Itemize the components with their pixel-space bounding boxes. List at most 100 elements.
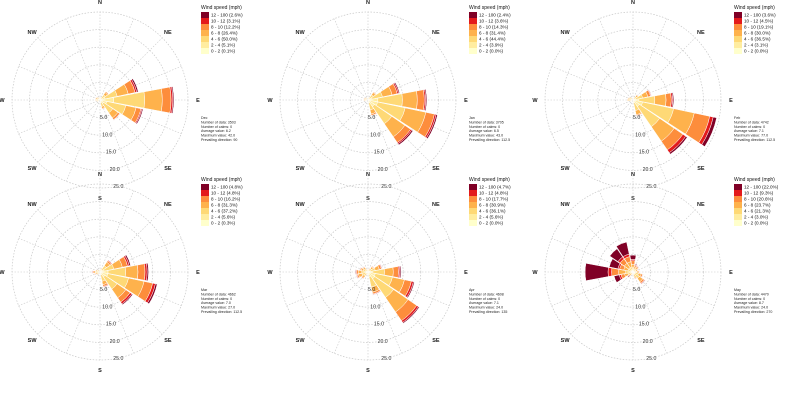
- radial-tick-label: 20.0: [643, 339, 653, 345]
- petal-segment: [371, 265, 375, 269]
- legend-swatch: [734, 42, 742, 48]
- legend-swatch: [201, 190, 209, 196]
- petal-segment: [372, 91, 377, 96]
- legend-swatch: [734, 202, 742, 208]
- spoke-line: [367, 18, 402, 101]
- petal-segment: [608, 258, 621, 270]
- radial-tick-label: 10.0: [102, 304, 112, 310]
- compass-label-nw: NW: [561, 202, 571, 208]
- stat-line: Jan: [469, 116, 475, 120]
- petal-segment: [104, 91, 109, 96]
- petal-segment: [360, 276, 364, 280]
- petal-segment: [424, 88, 428, 112]
- stat-line: Average value: 6.2: [201, 129, 231, 133]
- compass-label-sw: SW: [561, 166, 571, 172]
- spoke-line: [286, 271, 369, 306]
- legend-entry: 10 - 12 (4.8%): [211, 191, 241, 196]
- stat-line: Prevailing direction: 112.5: [469, 138, 510, 142]
- spoke-line: [286, 238, 369, 273]
- compass-label-sw: SW: [296, 166, 306, 172]
- legend-entry: 10 - 12 (4.5%): [744, 19, 774, 24]
- radial-tick-label: 25.0: [646, 184, 656, 190]
- compass-label-sw: SW: [28, 166, 38, 172]
- petal-segment: [96, 96, 99, 99]
- legend-entry: 2 - 4 (5.1%): [211, 43, 235, 48]
- compass-label-nw: NW: [561, 30, 571, 36]
- stat-line: Maximum value: 24.0: [469, 306, 503, 310]
- legend-swatch: [201, 196, 209, 202]
- legend-entry: 8 - 10 (20.6%): [744, 197, 774, 202]
- spoke-line: [305, 271, 369, 335]
- compass-label-w: W: [532, 270, 538, 276]
- stat-line: Number of data: 4662: [201, 292, 236, 296]
- legend-entry: 2 - 4 (3.9%): [479, 43, 503, 48]
- spoke-line: [551, 66, 634, 101]
- wind-rose-panel-may: N NE E SE S SW W NW 5.0 10.0 15.0 20.0 25.0 Wind spee…: [532, 172, 778, 374]
- petal-segment: [416, 89, 425, 111]
- spoke-line: [99, 209, 163, 273]
- compass-label-nw: NW: [296, 202, 306, 208]
- petal-segment: [365, 100, 367, 102]
- stat-line: Prevailing direction: 135: [469, 310, 507, 314]
- legend-entry: 4 - 6 (50.0%): [211, 37, 238, 42]
- petal-segment: [609, 248, 623, 262]
- petal-segment: [426, 114, 438, 140]
- radial-ring: [46, 218, 154, 326]
- petal-segment: [613, 274, 622, 283]
- petal-segment: [147, 283, 158, 305]
- spoke-line: [599, 190, 634, 273]
- petal-segment: [359, 266, 362, 271]
- petal-segment: [97, 269, 100, 272]
- legend-title: Wind speed (mph): [201, 177, 242, 183]
- petal-segment: [121, 293, 134, 306]
- legend-entry: 6 - 8 (26.4%): [211, 31, 238, 36]
- compass-label-se: SE: [432, 166, 440, 172]
- radial-tick-label: 5.0: [100, 287, 107, 293]
- spoke-line: [66, 271, 101, 354]
- radial-tick-label: 5.0: [368, 287, 375, 293]
- spoke-line: [551, 99, 634, 134]
- stat-line: Apr: [469, 288, 475, 292]
- spoke-line: [367, 99, 431, 163]
- petal-segment: [362, 266, 365, 269]
- spoke-line: [551, 271, 634, 306]
- spoke-line: [18, 99, 101, 134]
- legend-swatch: [201, 48, 209, 54]
- radial-tick-label: 25.0: [113, 356, 123, 362]
- compass-label-s: S: [98, 368, 102, 374]
- legend-swatch: [201, 184, 209, 190]
- spoke-line: [334, 271, 369, 354]
- legend-entry: 2 - 4 (3.0%): [744, 215, 768, 220]
- spoke-line: [18, 238, 101, 273]
- legend-swatch: [469, 36, 477, 42]
- spoke-line: [334, 99, 369, 182]
- spoke-line: [632, 66, 715, 101]
- legend-entry: 6 - 8 (23.7%): [744, 203, 771, 208]
- petal-segment: [100, 267, 103, 270]
- legend-entry: 0 - 2 (0.0%): [744, 49, 768, 54]
- radial-tick-label: 15.0: [639, 150, 649, 156]
- legend-swatch: [469, 208, 477, 214]
- stat-line: Maximum value: 27.0: [201, 306, 235, 310]
- radial-tick-label: 10.0: [635, 304, 645, 310]
- spoke-line: [570, 99, 634, 163]
- spoke-line: [286, 99, 369, 134]
- stat-line: Dec: [201, 116, 208, 120]
- petal-segment: [392, 266, 399, 278]
- petal-segment: [648, 89, 652, 97]
- radial-ring: [314, 218, 422, 326]
- legend-entry: 6 - 8 (30.9%): [479, 203, 506, 208]
- compass-label-nw: NW: [28, 202, 38, 208]
- compass-label-w: W: [267, 270, 273, 276]
- stat-line: Number of calms: 0: [469, 297, 500, 301]
- wind-rose-panel-mar: N NE E SE S SW W NW 5.0 10.0 15.0 20.0 25.0 Wind spee…: [0, 172, 243, 374]
- radial-tick-label: 15.0: [106, 150, 116, 156]
- legend-entry: 4 - 6 (44.4%): [479, 37, 506, 42]
- compass-label-sw: SW: [561, 338, 571, 344]
- petal-segment: [379, 263, 383, 270]
- petal-segment: [370, 112, 378, 117]
- petal-segment: [368, 96, 371, 99]
- spoke-line: [570, 271, 634, 335]
- radial-tick-label: 15.0: [374, 322, 384, 328]
- legend-swatch: [201, 42, 209, 48]
